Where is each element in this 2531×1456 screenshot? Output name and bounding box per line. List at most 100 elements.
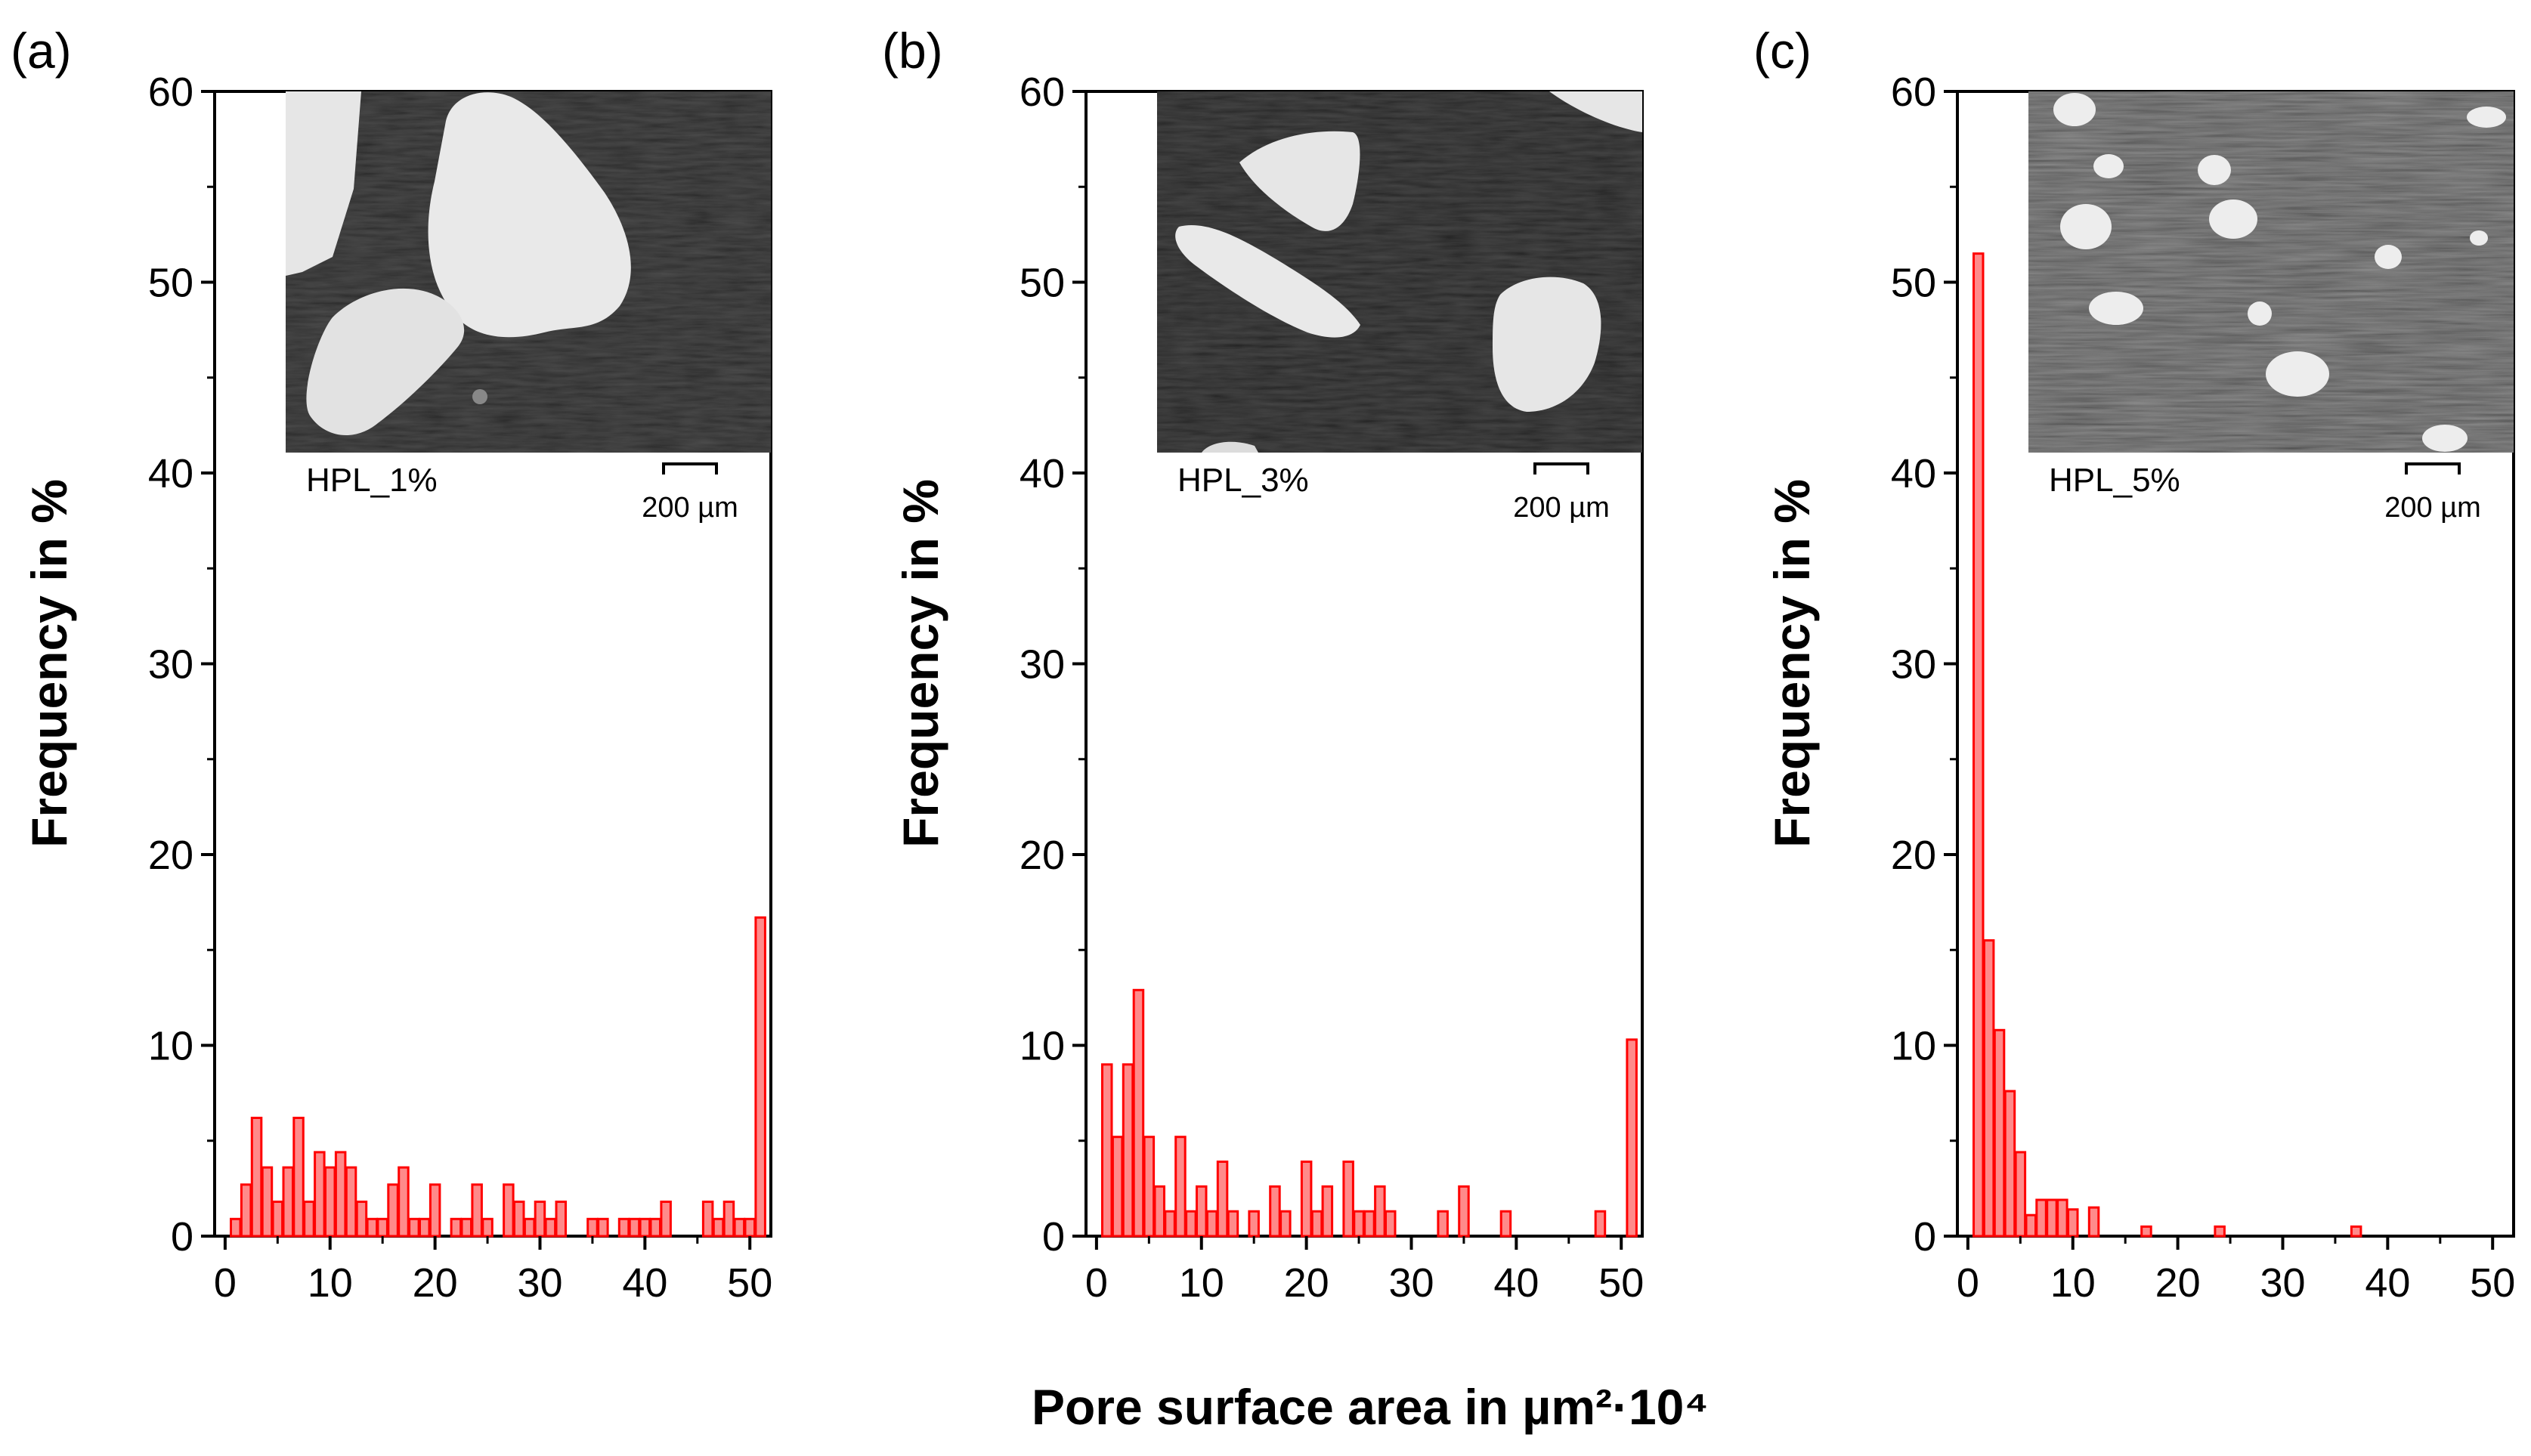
histogram-bar — [503, 1183, 515, 1238]
panel-b-scale-bar — [1533, 462, 1589, 475]
inset-c-pore — [2089, 292, 2143, 325]
panel-a: (a) Frequency in % HPL_1% 200 µm 0 10 20 30… — [11, 23, 772, 1306]
panel-c-ticks: 0 10 20 30 40 50 0 10 20 30 40 50 60 — [1891, 70, 2515, 1306]
histogram-bar — [544, 1217, 557, 1238]
y-tick-label: 20 — [1891, 833, 1936, 878]
inset-c-pore — [2093, 154, 2124, 178]
inset-a-pore — [286, 91, 361, 276]
histogram-bar — [250, 1117, 263, 1238]
histogram-bar — [722, 1201, 735, 1238]
x-tick-label: 40 — [622, 1260, 667, 1306]
histogram-bar — [1132, 988, 1145, 1238]
y-tick-label: 50 — [1020, 261, 1065, 306]
y-tick-label: 10 — [1020, 1024, 1065, 1069]
histogram-bar — [586, 1217, 599, 1238]
panel-a-label: (a) — [11, 23, 72, 79]
histogram-bar — [534, 1201, 546, 1238]
x-tick-label: 0 — [1085, 1260, 1108, 1306]
y-tick-label: 60 — [148, 70, 193, 115]
x-tick-label: 20 — [413, 1260, 458, 1306]
histogram-bar — [460, 1217, 472, 1238]
shared-x-axis-title: Pore surface area in µm²·10⁴ — [1032, 1379, 1709, 1435]
panel-b: (b) Frequency in % HPL_3% 200 µm 0 10 20 30… — [882, 23, 1644, 1306]
y-tick-label: 60 — [1020, 70, 1065, 115]
inset-c-pore — [2467, 107, 2506, 128]
histogram-bar — [2214, 1225, 2226, 1238]
histogram-bar — [1499, 1210, 1512, 1238]
histogram-bar — [2003, 1090, 2016, 1238]
panel-a-y-axis-title: Frequency in % — [21, 479, 77, 848]
panel-c: (c) Frequency in % HPL_5% 200 µm 0 10 20 30… — [1753, 23, 2515, 1306]
y-tick-label: 50 — [1891, 261, 1936, 306]
histogram-bar — [345, 1166, 357, 1238]
x-tick-label: 0 — [214, 1260, 237, 1306]
y-tick-label: 60 — [1891, 70, 1936, 115]
y-tick-label: 50 — [148, 261, 193, 306]
histogram-bar — [2025, 1213, 2037, 1238]
histogram-bar — [2035, 1198, 2047, 1238]
histogram-bar — [2087, 1206, 2100, 1238]
panel-b-label: (b) — [882, 23, 943, 79]
histogram-bar — [303, 1201, 315, 1238]
histogram-bar — [2056, 1198, 2068, 1238]
inset-c-texture — [2028, 91, 2514, 453]
inset-c-pore — [2266, 351, 2329, 397]
panel-c-inset-label: HPL_5% — [2049, 462, 2180, 499]
x-tick-label: 50 — [2470, 1260, 2515, 1306]
y-tick-label: 40 — [1891, 451, 1936, 496]
histogram-bar — [523, 1217, 536, 1238]
histogram-bar — [1269, 1185, 1281, 1238]
histogram-bar — [429, 1183, 441, 1238]
histogram-bar — [324, 1166, 336, 1238]
histogram-bar — [398, 1166, 410, 1238]
histogram-bar — [1248, 1210, 1260, 1238]
histogram-bar — [1279, 1210, 1292, 1238]
panel-a-scale-bar — [662, 462, 718, 475]
x-tick-label: 40 — [2365, 1260, 2410, 1306]
histogram-bar — [1205, 1210, 1218, 1238]
x-tick-label: 10 — [1179, 1260, 1224, 1306]
inset-b-pore — [1239, 131, 1360, 231]
histogram-bar — [355, 1201, 368, 1238]
histogram-bar — [597, 1217, 609, 1238]
y-tick-label: 30 — [1020, 642, 1065, 688]
histogram-bar — [334, 1151, 347, 1238]
inset-c-pore — [2375, 245, 2402, 269]
y-tick-label: 20 — [1020, 833, 1065, 878]
inset-c-pore — [2198, 155, 2231, 185]
y-tick-label: 40 — [148, 451, 193, 496]
panel-c-scale-label: 200 µm — [2384, 492, 2481, 524]
histogram-bar — [744, 1217, 756, 1238]
x-tick-label: 30 — [2260, 1260, 2305, 1306]
histogram-bar — [2140, 1225, 2152, 1238]
y-tick-label: 20 — [148, 833, 193, 878]
y-tick-label: 10 — [148, 1024, 193, 1069]
panel-c-bars — [1973, 252, 2362, 1238]
panel-b-scale-label: 200 µm — [1513, 492, 1610, 524]
histogram-bar — [1458, 1185, 1470, 1238]
panel-a-bars — [230, 916, 766, 1238]
inset-b-pore — [1493, 277, 1601, 412]
y-tick-label: 10 — [1891, 1024, 1936, 1069]
panel-c-inset-micrograph — [2028, 91, 2514, 453]
histogram-bar — [1342, 1161, 1354, 1238]
inset-c-pore — [2422, 425, 2468, 452]
panel-a-inset-micrograph — [286, 91, 771, 453]
y-tick-label: 0 — [1914, 1214, 1936, 1260]
x-tick-label: 30 — [517, 1260, 562, 1306]
y-tick-label: 30 — [1891, 642, 1936, 688]
panel-a-inset-label: HPL_1% — [306, 462, 438, 499]
histogram-bar — [261, 1166, 274, 1238]
x-tick-label: 40 — [1493, 1260, 1539, 1306]
histogram-bar — [628, 1217, 641, 1238]
histogram-bar — [1973, 252, 1985, 1238]
histogram-bar — [1185, 1210, 1197, 1238]
histogram-bar — [1143, 1136, 1156, 1238]
x-tick-label: 50 — [727, 1260, 772, 1306]
x-tick-label: 10 — [2050, 1260, 2096, 1306]
panel-b-inset-micrograph — [1157, 91, 1642, 453]
histogram-bar — [271, 1201, 284, 1238]
histogram-bar — [2014, 1151, 2027, 1238]
inset-c-pore — [2470, 230, 2488, 246]
